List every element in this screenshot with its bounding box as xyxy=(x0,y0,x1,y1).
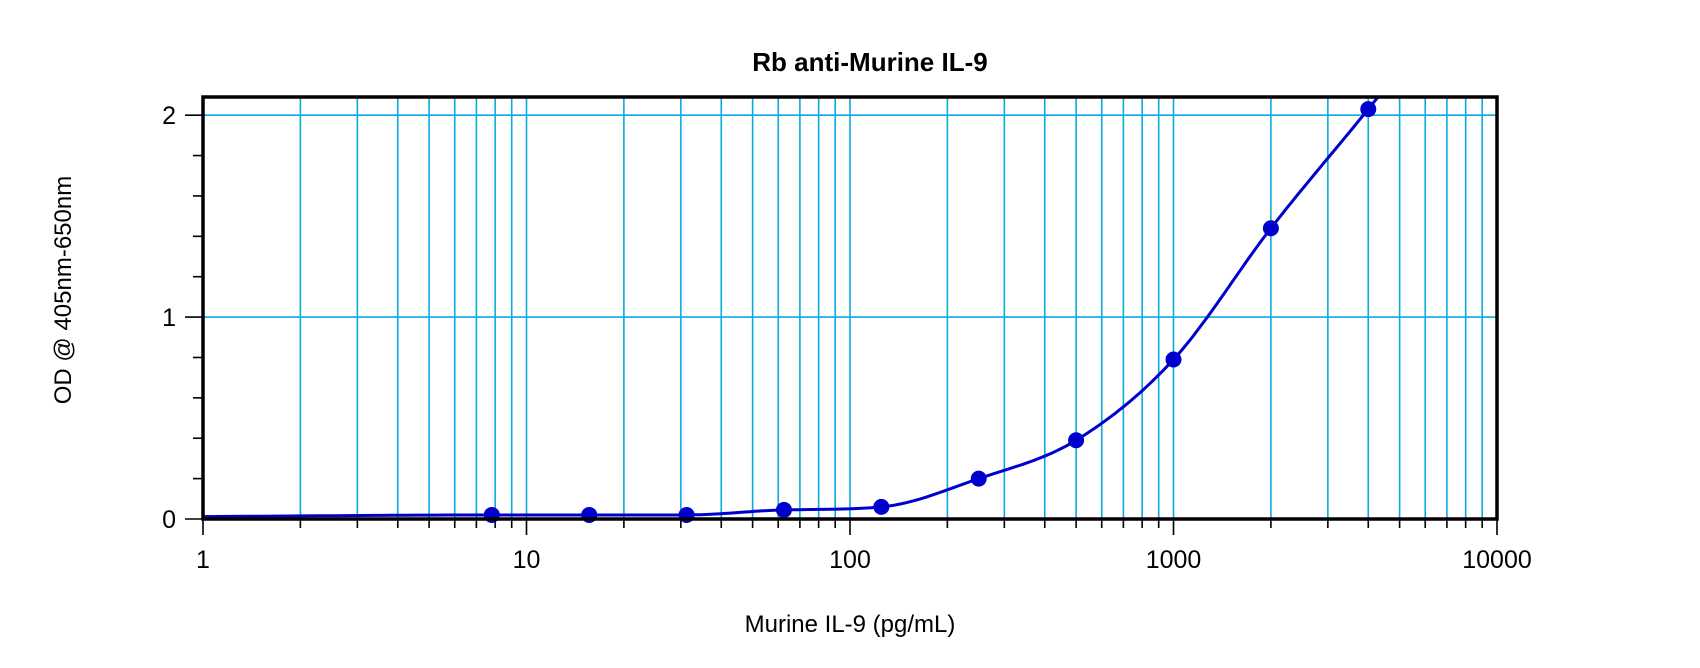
data-point xyxy=(873,498,890,515)
data-point xyxy=(1360,101,1377,118)
data-point xyxy=(970,470,987,487)
x-tick-label: 1 xyxy=(196,546,210,574)
data-point xyxy=(1068,432,1085,449)
x-tick-label: 1000 xyxy=(1146,546,1202,574)
data-points xyxy=(483,101,1377,523)
x-tick-label: 10000 xyxy=(1462,546,1532,574)
data-point xyxy=(1262,220,1279,237)
x-tick-label: 100 xyxy=(829,546,871,574)
x-axis-title: Murine IL-9 (pg/mL) xyxy=(745,611,956,638)
chart-title: Rb anti-Murine IL-9 xyxy=(752,47,987,77)
grid-lines xyxy=(203,97,1497,519)
y-tick-label: 2 xyxy=(162,102,176,130)
y-tick-label: 1 xyxy=(162,304,176,332)
fitted-curve xyxy=(202,95,1380,519)
y-tick-label: 0 xyxy=(162,506,176,534)
fitted-curve-line xyxy=(202,95,1380,519)
x-tick-label: 10 xyxy=(513,546,541,574)
x-axis: 1 10 100 1000 10000 xyxy=(196,519,1532,574)
y-axis: 0 1 2 xyxy=(162,102,203,534)
data-point xyxy=(1165,351,1182,368)
y-axis-title: OD @ 405nm-650nm xyxy=(50,176,77,404)
data-point xyxy=(775,501,792,518)
